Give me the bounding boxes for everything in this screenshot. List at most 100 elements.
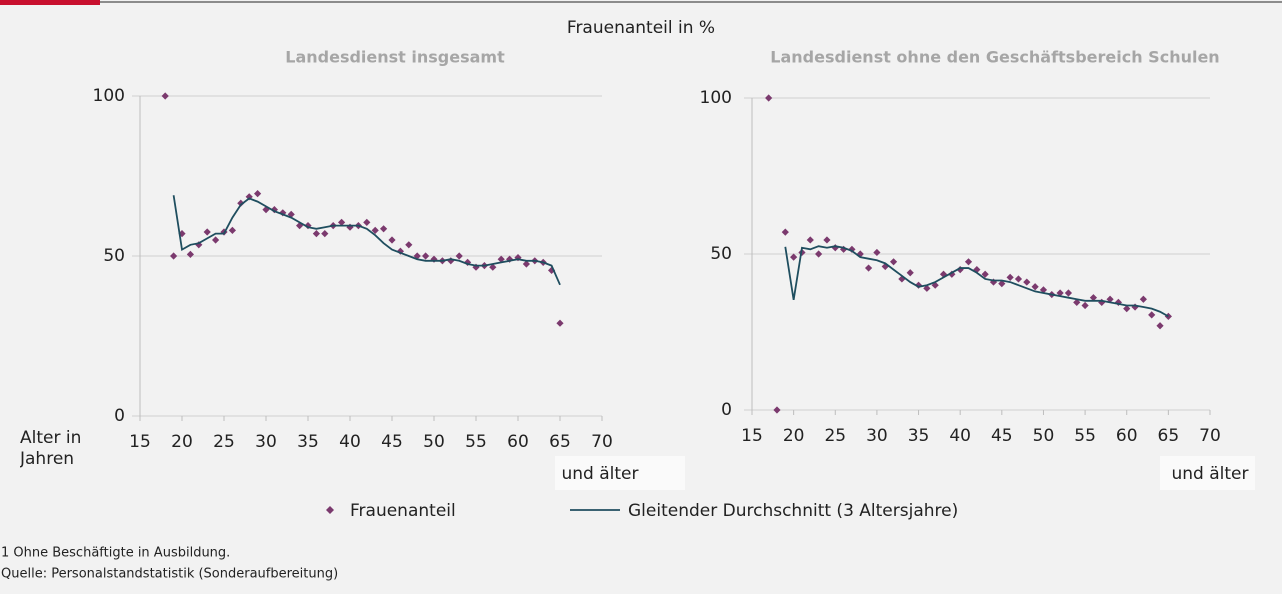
scatter-point <box>1031 283 1039 291</box>
scatter-point <box>998 280 1006 288</box>
scatter-point <box>522 260 530 268</box>
scatter-point <box>556 319 564 327</box>
scatter-point <box>1073 298 1081 306</box>
x-tick-label: 70 <box>1199 426 1221 446</box>
x-tick-label: 60 <box>507 432 529 452</box>
scatter-point <box>773 406 781 414</box>
scatter-point <box>506 255 514 263</box>
scatter-point <box>864 264 873 272</box>
scatter-point <box>405 241 413 249</box>
y-tick-label: 100 <box>700 88 732 108</box>
accent <box>0 0 100 5</box>
scatter-point <box>237 199 245 207</box>
scatter-point <box>161 92 169 100</box>
y-tick-label: 0 <box>721 400 732 420</box>
scatter-point <box>815 250 823 258</box>
scatter-point <box>1139 295 1147 303</box>
x-tick-label: 20 <box>171 432 193 452</box>
x-tick-label: 35 <box>908 426 930 446</box>
scatter-point <box>806 236 814 244</box>
scatter-point <box>548 266 556 274</box>
scatter-point <box>923 284 931 292</box>
scatter-point <box>973 266 981 274</box>
x-axis-label: Alter in Jahren <box>20 428 82 469</box>
x-tick-label: 45 <box>991 426 1013 446</box>
moving-average-line <box>172 195 561 286</box>
y-tick-label: 0 <box>114 406 125 426</box>
scatter-point <box>1014 275 1023 283</box>
scatter-point <box>1064 289 1073 297</box>
note-box <box>555 456 685 490</box>
scatter-point <box>1006 273 1014 281</box>
scatter-point <box>889 258 898 266</box>
scatter-point <box>338 218 346 226</box>
footnote: 1 Ohne Beschäftigte in Ausbildung. <box>1 546 230 561</box>
scatter-point <box>1089 294 1098 302</box>
footnote: Quelle: Personalstandstatistik (Sonderau… <box>1 567 338 582</box>
scatter-point <box>312 230 320 238</box>
annotation: und älter <box>1172 464 1249 484</box>
scatter-point <box>296 222 304 230</box>
scatter-point <box>964 258 973 266</box>
scatter-point <box>1123 305 1131 313</box>
scatter-point <box>1148 311 1156 319</box>
x-tick-label: 65 <box>1158 426 1180 446</box>
x-tick-label: 15 <box>129 432 151 452</box>
scatter-point <box>270 206 278 214</box>
scatter-point <box>321 230 329 238</box>
x-tick-label: 55 <box>465 432 487 452</box>
x-tick-label: 15 <box>741 426 763 446</box>
x-tick-label: 45 <box>381 432 403 452</box>
scatter-point <box>1023 278 1031 286</box>
scatter-point <box>790 253 798 261</box>
scatter-point <box>514 254 522 262</box>
scatter-point <box>765 94 773 102</box>
scatter-point <box>203 228 211 236</box>
scatter-point <box>956 266 964 274</box>
x-tick-label: 60 <box>1116 426 1138 446</box>
note-box <box>1160 456 1255 490</box>
chart-title: Frauenanteil in % <box>567 18 715 38</box>
moving-average-line <box>784 245 1169 318</box>
scatter-point <box>1039 286 1048 294</box>
scatter-point <box>371 226 379 234</box>
x-tick-label: 40 <box>949 426 971 446</box>
scatter-point <box>388 236 396 244</box>
y-tick-label: 50 <box>710 244 732 264</box>
scatter-point <box>422 252 430 260</box>
x-tick-label: 70 <box>591 432 613 452</box>
scatter-point <box>455 252 463 260</box>
scatter-point <box>1056 289 1064 297</box>
scatter-point <box>931 281 939 289</box>
annotation: und älter <box>562 464 639 484</box>
scatter-point <box>898 275 906 283</box>
x-tick-label: 25 <box>213 432 235 452</box>
x-tick-label: 25 <box>824 426 846 446</box>
scatter-point <box>906 269 914 277</box>
scatter-point <box>497 255 505 263</box>
x-tick-label: 65 <box>549 432 571 452</box>
scatter-point <box>781 228 789 236</box>
scatter-point <box>254 190 262 198</box>
scatter-point <box>170 252 178 260</box>
x-tick-label: 55 <box>1074 426 1096 446</box>
scatter-point <box>212 236 220 244</box>
legend-label: Frauenanteil <box>350 501 456 521</box>
x-tick-label: 35 <box>297 432 319 452</box>
scatter-point <box>981 270 989 278</box>
x-tick-label: 30 <box>866 426 888 446</box>
x-tick-label: 50 <box>1033 426 1055 446</box>
scatter-point <box>1081 301 1089 310</box>
scatter-point <box>1156 322 1164 330</box>
scatter-point <box>489 263 497 271</box>
scatter-point <box>363 218 371 226</box>
scatter-point <box>380 225 388 233</box>
scatter-point <box>186 250 194 258</box>
legend-label: Gleitender Durchschnitt (3 Altersjahre) <box>628 501 958 521</box>
x-tick-label: 50 <box>423 432 445 452</box>
scatter-point <box>881 262 889 271</box>
legend-marker <box>326 506 334 514</box>
panel-title: Landesdienst ohne den Geschäftsbereich S… <box>770 48 1219 67</box>
scatter-point <box>287 210 295 218</box>
